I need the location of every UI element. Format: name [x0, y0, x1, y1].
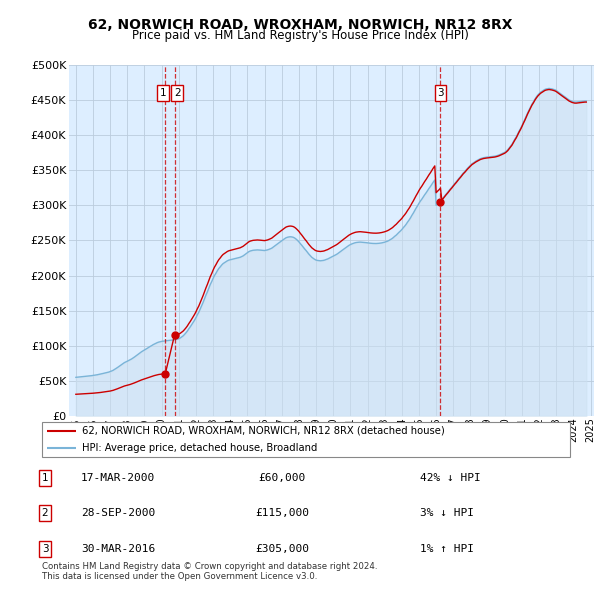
Text: Contains HM Land Registry data © Crown copyright and database right 2024.
This d: Contains HM Land Registry data © Crown c… — [42, 562, 377, 581]
Text: Price paid vs. HM Land Registry's House Price Index (HPI): Price paid vs. HM Land Registry's House … — [131, 30, 469, 42]
Text: 62, NORWICH ROAD, WROXHAM, NORWICH, NR12 8RX (detached house): 62, NORWICH ROAD, WROXHAM, NORWICH, NR12… — [82, 426, 445, 435]
Text: HPI: Average price, detached house, Broadland: HPI: Average price, detached house, Broa… — [82, 444, 317, 453]
Text: 1: 1 — [160, 88, 166, 98]
Text: 1: 1 — [41, 473, 49, 483]
Text: £305,000: £305,000 — [255, 544, 309, 553]
Text: 42% ↓ HPI: 42% ↓ HPI — [420, 473, 481, 483]
Text: 28-SEP-2000: 28-SEP-2000 — [81, 509, 155, 518]
Text: 3% ↓ HPI: 3% ↓ HPI — [420, 509, 474, 518]
Text: 2: 2 — [41, 509, 49, 518]
Text: 62, NORWICH ROAD, WROXHAM, NORWICH, NR12 8RX: 62, NORWICH ROAD, WROXHAM, NORWICH, NR12… — [88, 18, 512, 32]
Text: 3: 3 — [41, 544, 49, 553]
Text: £115,000: £115,000 — [255, 509, 309, 518]
Text: 17-MAR-2000: 17-MAR-2000 — [81, 473, 155, 483]
Text: 2: 2 — [174, 88, 181, 98]
Text: 3: 3 — [437, 88, 444, 98]
FancyBboxPatch shape — [42, 422, 570, 457]
Text: 30-MAR-2016: 30-MAR-2016 — [81, 544, 155, 553]
Text: 1% ↑ HPI: 1% ↑ HPI — [420, 544, 474, 553]
Text: £60,000: £60,000 — [259, 473, 305, 483]
